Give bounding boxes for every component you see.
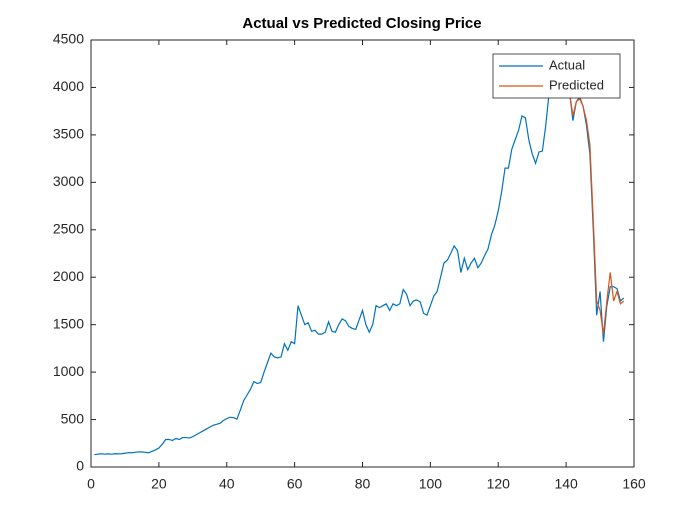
- y-tick-label: 500: [61, 410, 85, 426]
- x-tick-label: 80: [355, 476, 371, 492]
- y-tick-label: 4500: [53, 31, 84, 47]
- chart-title: Actual vs Predicted Closing Price: [242, 15, 481, 32]
- legend-box: [492, 53, 621, 99]
- plot-frame: [90, 39, 635, 468]
- legend-label: Actual: [549, 57, 585, 72]
- y-tick-label: 1000: [53, 363, 84, 379]
- y-tick-label: 4000: [53, 78, 84, 94]
- y-tick-label: 3500: [53, 126, 84, 142]
- x-tick-label: 20: [151, 476, 167, 492]
- x-tick-label: 60: [287, 476, 303, 492]
- y-tick-label: 1500: [53, 315, 84, 331]
- y-tick-label: 2000: [53, 268, 84, 284]
- x-tick-label: 160: [622, 476, 646, 492]
- x-tick-label: 0: [87, 476, 95, 492]
- data-line: [94, 86, 625, 456]
- x-tick-label: 140: [554, 476, 578, 492]
- y-tick-label: 2500: [53, 220, 84, 236]
- x-tick-label: 40: [219, 476, 235, 492]
- y-tick-label: 3000: [53, 173, 84, 189]
- y-tick-label: 0: [76, 458, 84, 474]
- x-tick-label: 120: [487, 476, 511, 492]
- x-tick-label: 100: [419, 476, 443, 492]
- legend-label: Predicted: [549, 77, 604, 92]
- data-line: [568, 92, 625, 335]
